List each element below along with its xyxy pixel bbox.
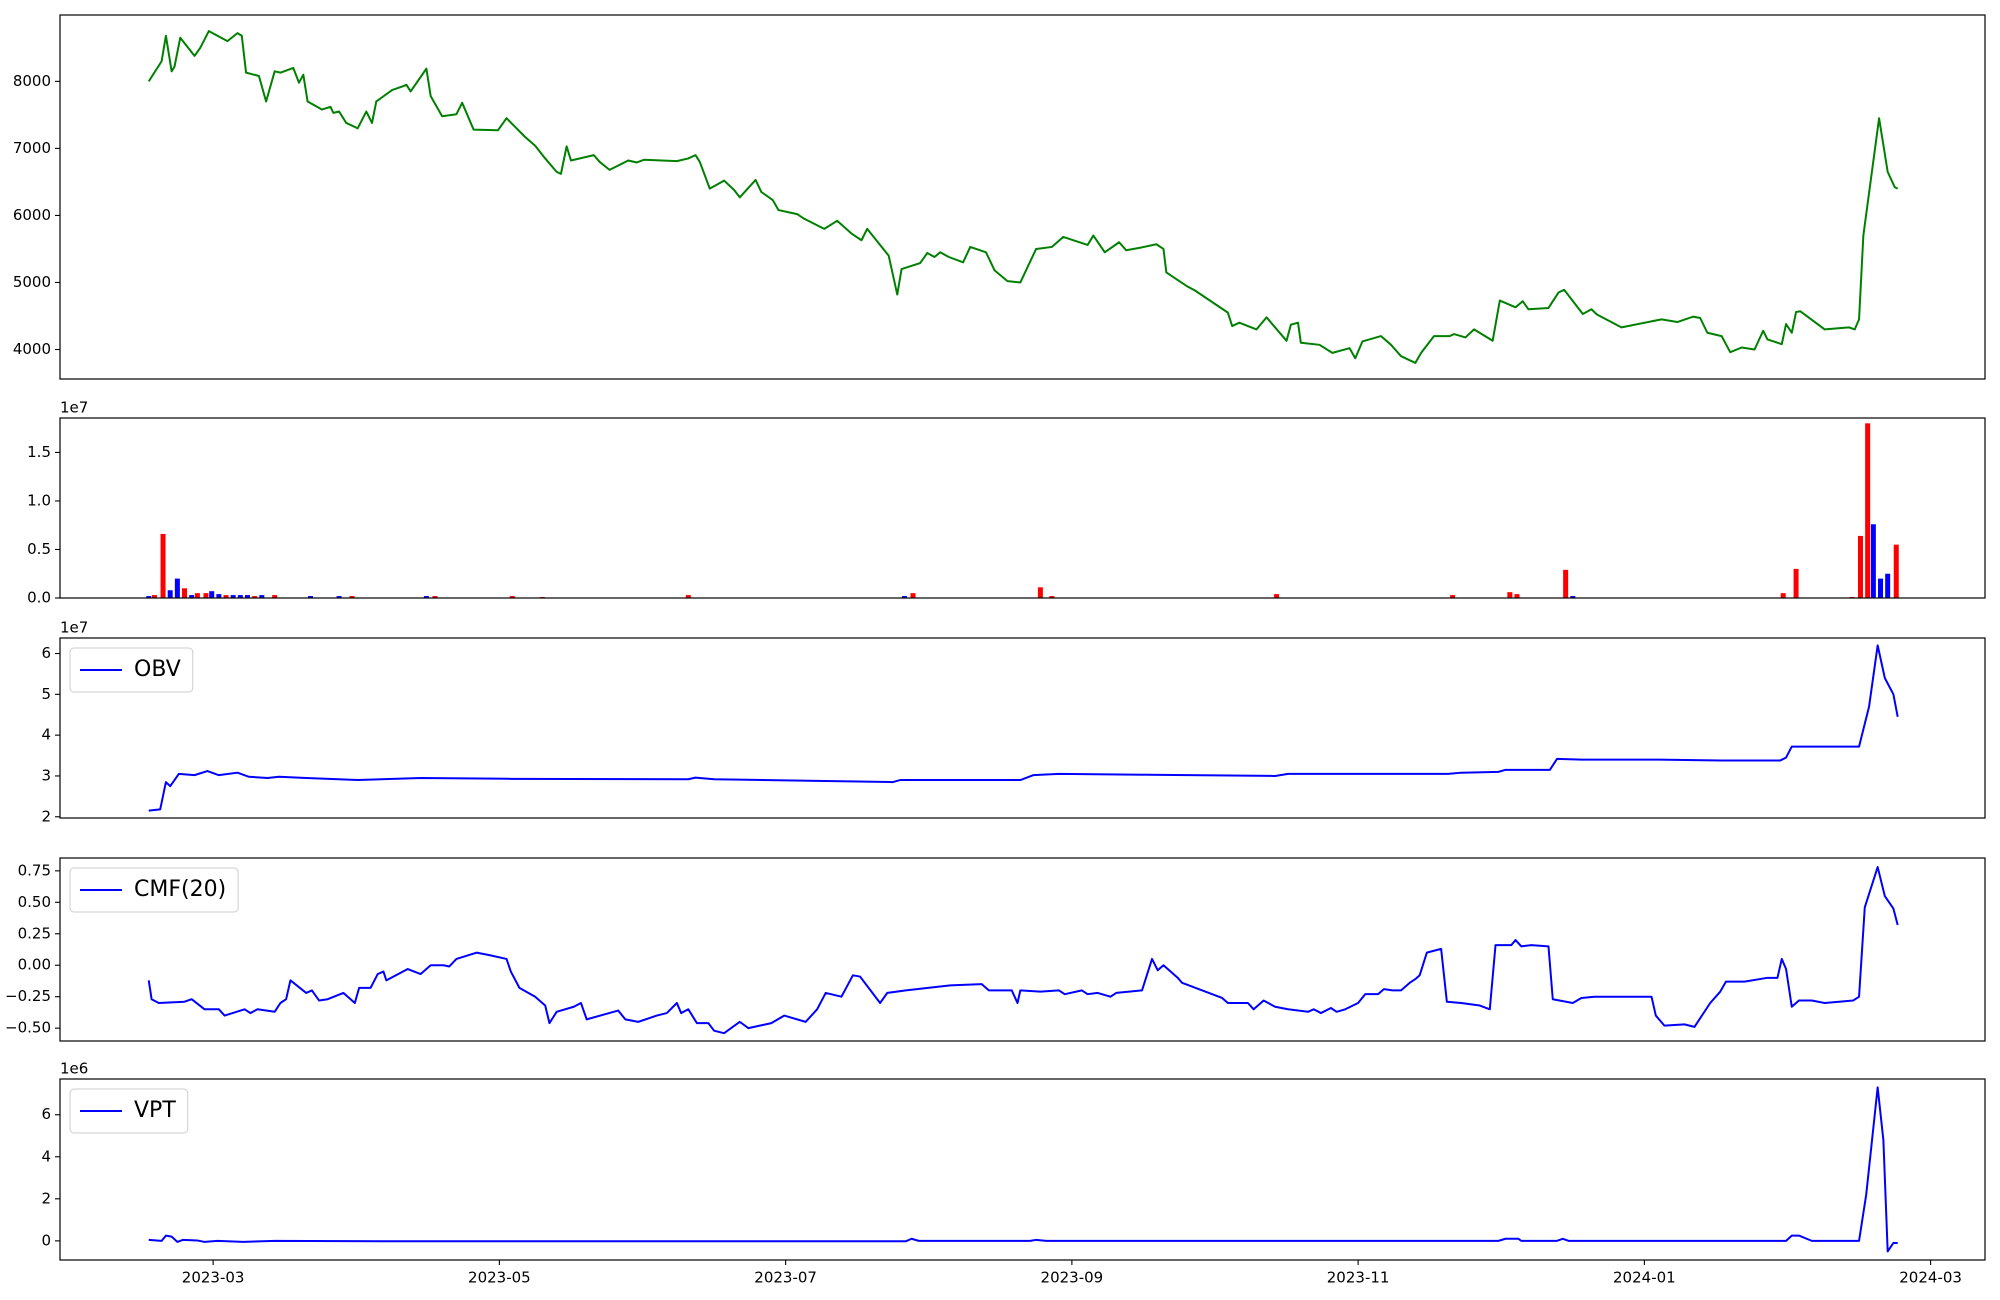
bar: [209, 591, 215, 598]
bar: [1857, 535, 1863, 598]
data-line: [148, 1086, 1898, 1253]
bar: [1049, 596, 1055, 598]
y-tick-label: 0.75: [18, 861, 51, 879]
bar: [1274, 594, 1280, 598]
axes-frame: [59, 1078, 1986, 1261]
bar: [223, 595, 229, 598]
axes-frame: [59, 417, 1986, 599]
bar: [182, 588, 188, 598]
bar: [189, 595, 195, 598]
y-tick-label: 0.00: [18, 956, 51, 974]
bar: [1514, 594, 1520, 598]
x-tick-label: 2023-11: [1327, 1269, 1390, 1287]
bar: [167, 590, 173, 598]
bar: [1885, 573, 1891, 598]
bar: [252, 596, 258, 598]
bar: [244, 595, 250, 598]
legend: VPT: [69, 1088, 189, 1134]
bar: [203, 593, 209, 598]
y-offset-label: 1e7: [60, 399, 88, 417]
bar: [1893, 544, 1899, 598]
data-line: [147, 866, 1899, 1035]
bar: [146, 596, 152, 598]
bar: [174, 578, 180, 598]
bar: [910, 593, 916, 598]
y-tick-label: 5: [41, 685, 51, 703]
bar: [151, 595, 157, 598]
y-tick-label: 1.0: [27, 491, 51, 509]
bar: [230, 595, 236, 598]
bar: [423, 596, 429, 598]
legend-box: [69, 1088, 189, 1134]
legend-label: VPT: [134, 1098, 176, 1123]
y-tick-label: 0.5: [27, 540, 51, 558]
bar: [336, 596, 342, 598]
y-tick-label: 0.50: [18, 893, 51, 911]
bar: [160, 533, 166, 598]
bar: [194, 593, 200, 598]
bar: [1507, 592, 1513, 598]
bar: [272, 595, 278, 598]
y-tick-label: 2: [41, 807, 51, 825]
y-tick-label: 0: [41, 1231, 51, 1249]
y-tick-label: 2: [41, 1189, 51, 1207]
x-tick-label: 2023-07: [754, 1269, 817, 1287]
y-tick-label: 4000: [13, 340, 51, 358]
y-tick-label: 7000: [13, 139, 51, 157]
legend: OBV: [69, 647, 194, 693]
legend-label: CMF(20): [134, 877, 226, 902]
y-tick-label: 6: [41, 1105, 51, 1123]
y-tick-label: 3: [41, 766, 51, 784]
x-tick-label: 2023-03: [182, 1269, 245, 1287]
x-tick-label: 2023-05: [468, 1269, 531, 1287]
y-tick-label: 0.0: [27, 589, 51, 607]
x-tick-label: 2024-01: [1613, 1269, 1676, 1287]
y-tick-label: −0.25: [5, 987, 51, 1005]
y-tick-label: 8000: [13, 72, 51, 90]
axes-frame: [59, 857, 1986, 1042]
y-tick-label: 6: [41, 644, 51, 662]
bar: [307, 596, 313, 598]
bar: [1870, 524, 1876, 598]
bar: [1793, 568, 1799, 598]
bar: [901, 596, 907, 598]
axes-frame: [59, 14, 1986, 380]
y-tick-label: 1.5: [27, 443, 51, 461]
bar: [1037, 587, 1043, 598]
bar: [237, 595, 243, 598]
bar: [1563, 569, 1569, 598]
y-tick-label: 4: [41, 1147, 51, 1165]
y-tick-label: 6000: [13, 206, 51, 224]
y-tick-label: 0.25: [18, 924, 51, 942]
bar: [685, 595, 691, 598]
bar: [509, 596, 515, 598]
bar: [349, 596, 355, 598]
bar: [1878, 578, 1884, 598]
bar: [1780, 593, 1786, 598]
y-offset-label: 1e6: [60, 1060, 88, 1078]
bar: [432, 596, 438, 598]
bar: [259, 595, 265, 598]
data-line: [147, 30, 1899, 364]
y-tick-label: 5000: [13, 273, 51, 291]
y-tick-label: 4: [41, 726, 51, 744]
y-offset-label: 1e7: [60, 619, 88, 637]
x-tick-label: 2024-03: [1899, 1269, 1962, 1287]
bar: [1865, 423, 1871, 598]
bar: [216, 594, 222, 598]
legend-box: [69, 867, 239, 913]
x-tick-label: 2023-09: [1041, 1269, 1104, 1287]
legend-box: [69, 647, 194, 693]
y-tick-label: −0.50: [5, 1019, 51, 1037]
axes-frame: [59, 637, 1986, 819]
legend-label: OBV: [134, 657, 181, 682]
data-line: [148, 644, 1899, 812]
bar: [1570, 596, 1576, 598]
legend: CMF(20): [69, 867, 239, 913]
bar: [1450, 595, 1456, 598]
